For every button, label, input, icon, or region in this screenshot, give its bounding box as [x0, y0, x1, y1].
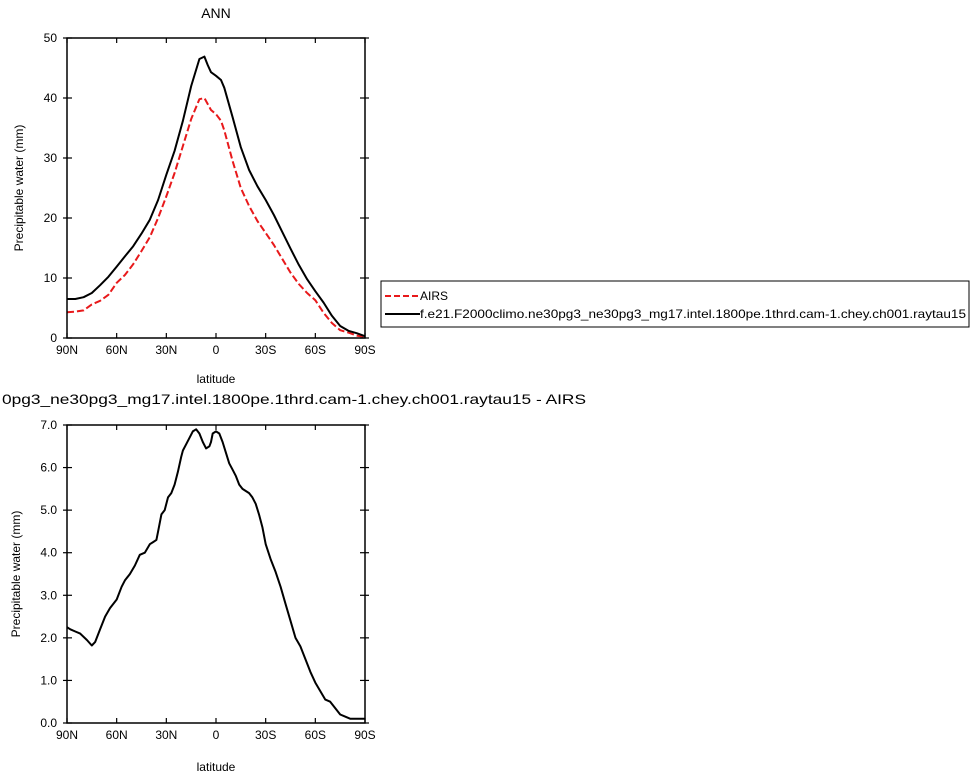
panel-bottom-y-tick-label: 7.0 [40, 418, 57, 432]
panel-top-y-tick-label: 20 [44, 211, 58, 225]
panel-top-y-tick-label: 50 [44, 31, 58, 45]
panel-bottom-y-tick-label: 0.0 [40, 716, 57, 730]
panel-bottom-xlabel: latitude [197, 760, 236, 774]
panel-bottom-y-tick-label: 5.0 [40, 503, 57, 517]
panel-top-x-tick-label: 60N [106, 343, 128, 357]
panel-top-y-tick-label: 30 [44, 151, 58, 165]
panel-top-y-tick-label: 10 [44, 271, 58, 285]
panel-bottom-y-tick-label: 1.0 [40, 673, 57, 687]
panel-top-x-tick-label: 90N [56, 343, 78, 357]
panel-top-x-tick-label: 30N [155, 343, 177, 357]
panel-bottom-title: 0pg3_ne30pg3_mg17.intel.1800pe.1thrd.cam… [2, 391, 586, 407]
panel-top-x-tick-label: 90S [354, 343, 375, 357]
panel-top-series-line-model [67, 55, 366, 338]
panel-bottom: 0pg3_ne30pg3_mg17.intel.1800pe.1thrd.cam… [2, 391, 586, 774]
panel-bottom-x-tick-label: 0 [213, 728, 220, 742]
panel-top-x-tick-label: 60S [305, 343, 326, 357]
panel-bottom-ylabel: Precipitable water (mm) [9, 511, 23, 638]
panel-bottom-series-line-difference [66, 428, 365, 720]
panel-top-y-tick-label: 0 [50, 331, 57, 345]
panel-top-frame [66, 37, 366, 339]
panel-top: ANN 90N 60N 30N 0 30S 60S 90S 0 10 20 30 40 50 latit… [12, 5, 970, 386]
panel-bottom-x-tick-label: 60N [106, 728, 128, 742]
panel-top-legend: AIRS f.e21.F2000climo.ne30pg3_ne30pg3_mg… [380, 280, 970, 328]
panel-bottom-x-tick-label: 30N [155, 728, 177, 742]
panel-top-y-tick-label: 40 [44, 91, 58, 105]
panel-bottom-ticks: 90N 60N 30N 0 30S 60S 90S 0.0 1.0 2.0 3.0 4.0 5.0 6.0… [40, 418, 375, 742]
panel-top-x-tick-label: 30S [255, 343, 276, 357]
panel-top-series-layer [66, 55, 366, 338]
panel-bottom-y-tick-label: 6.0 [40, 461, 57, 475]
panel-bottom-frame [66, 424, 366, 724]
panel-bottom-series-layer [66, 428, 365, 720]
panel-top-xlabel: latitude [197, 372, 236, 386]
panel-bottom-y-tick-label: 3.0 [40, 588, 57, 602]
legend-box [380, 280, 970, 328]
panel-bottom-x-tick-label: 90N [56, 728, 78, 742]
panel-bottom-x-tick-label: 60S [305, 728, 326, 742]
panel-top-series-line-airs [66, 97, 366, 338]
panel-bottom-x-tick-label: 90S [354, 728, 375, 742]
panel-top-ticks: 90N 60N 30N 0 30S 60S 90S 0 10 20 30 40 50 [44, 31, 376, 357]
panel-top-x-tick-label: 0 [213, 343, 220, 357]
panel-bottom-y-tick-label: 2.0 [40, 631, 57, 645]
panel-top-ylabel: Precipitable water (mm) [12, 125, 26, 252]
panel-bottom-x-tick-label: 30S [255, 728, 276, 742]
legend-label-model: f.e21.F2000climo.ne30pg3_ne30pg3_mg17.in… [420, 307, 966, 321]
panel-top-title: ANN [201, 5, 231, 21]
legend-label-airs: AIRS [420, 289, 448, 303]
panel-bottom-y-tick-label: 4.0 [40, 546, 57, 560]
